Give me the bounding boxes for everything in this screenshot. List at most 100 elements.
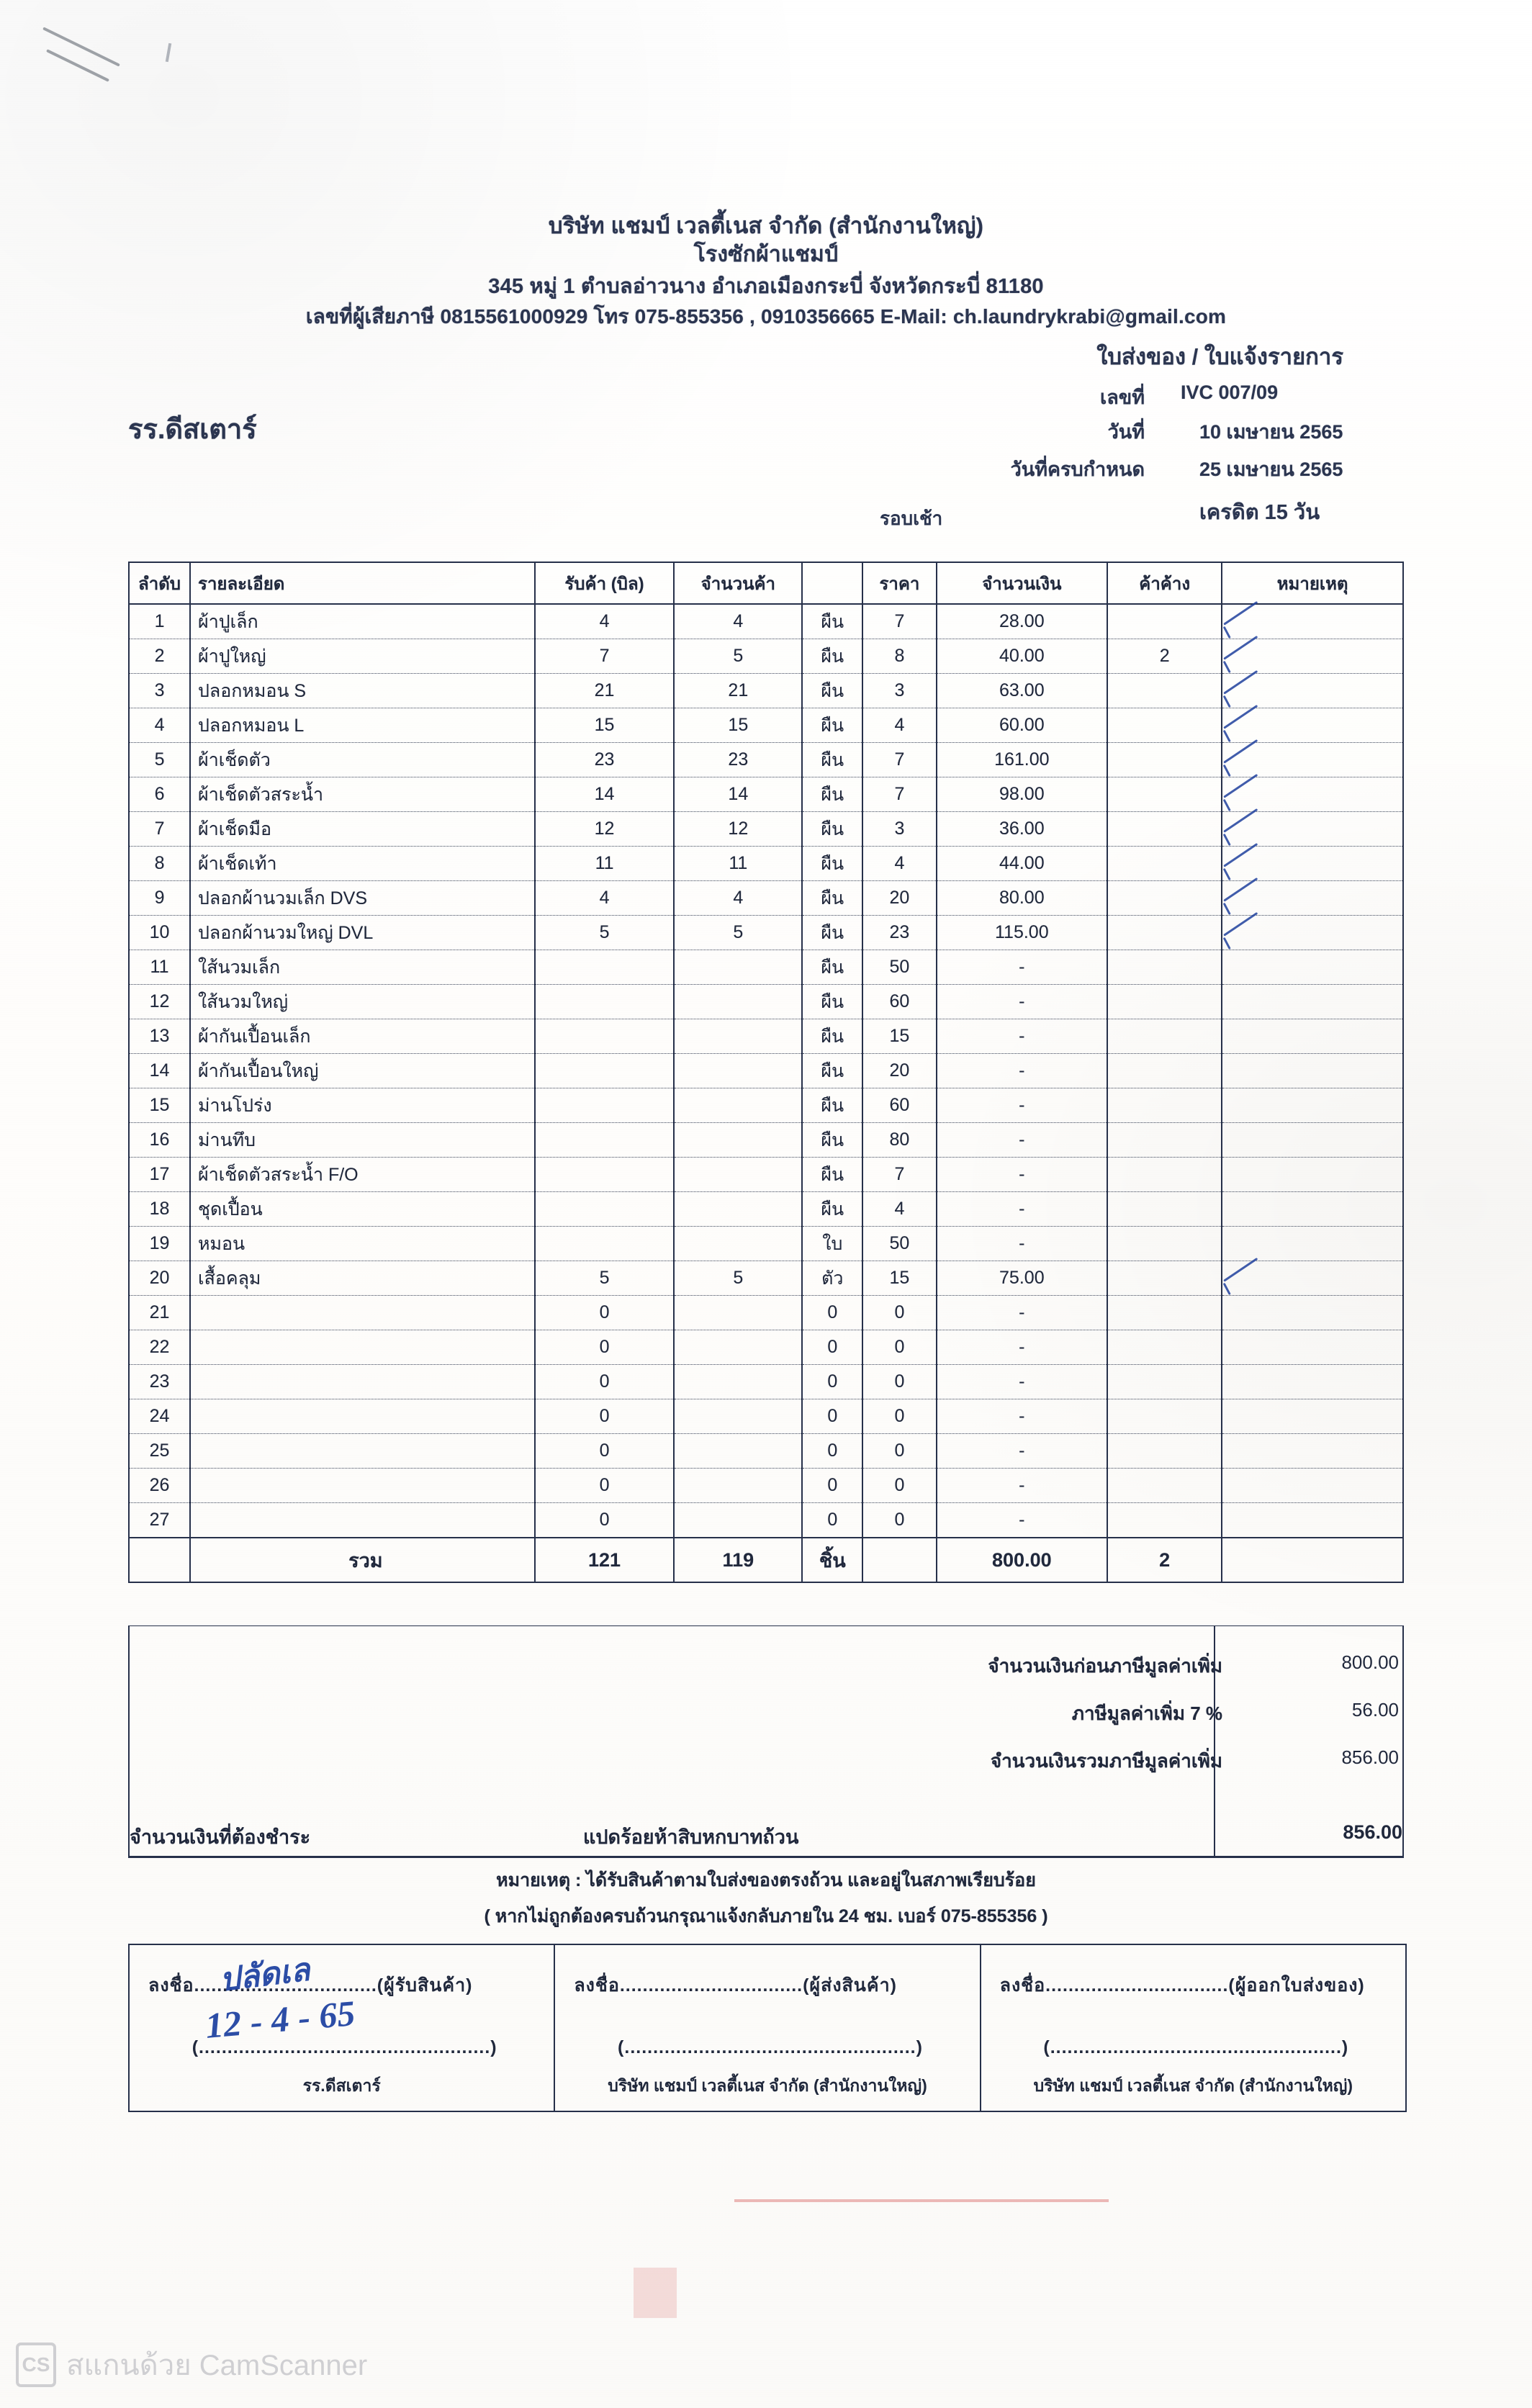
cell-unit: ผืน xyxy=(801,880,864,916)
cell-no: 14 xyxy=(127,1053,192,1088)
cell-recv: 23 xyxy=(533,742,675,777)
cell-recv xyxy=(533,1226,675,1261)
invoice-date-value: 10 เมษายน 2565 xyxy=(1199,421,1343,443)
cell-amount: - xyxy=(935,1088,1109,1123)
cell-note xyxy=(1221,1226,1404,1261)
scan-artifact-smudge xyxy=(634,2268,677,2318)
cell-desc: ปลอกหมอน L xyxy=(189,708,536,743)
cell-desc: ผ้าปูใหญ่ xyxy=(189,639,536,674)
cell-desc: ใส้นวมเล็ก xyxy=(189,950,536,985)
cell-desc: ม่านทึบ xyxy=(189,1122,536,1158)
cell-qty xyxy=(673,1330,803,1365)
company-contact: เลขที่ผู้เสียภาษี 0815561000929 โทร 075-… xyxy=(305,305,1227,328)
cell-price: 0 xyxy=(862,1364,937,1399)
cell-recv: 0 xyxy=(533,1330,675,1365)
cell-recv: 4 xyxy=(533,880,675,916)
cell-recv xyxy=(533,1191,675,1227)
cell-amount: 98.00 xyxy=(935,777,1109,812)
signature-cell-sender[interactable]: ลงชื่อ................................(ผ… xyxy=(555,1945,981,2111)
table-row: 23 0 0 0- xyxy=(127,1364,1404,1399)
cell-qty xyxy=(673,950,803,985)
signature-cell-issuer[interactable]: ลงชื่อ................................(ผ… xyxy=(981,1945,1405,2111)
cell-no: 16 xyxy=(127,1122,192,1158)
total-unit: ชิ้น xyxy=(801,1537,864,1583)
cell-qty xyxy=(673,984,803,1019)
camscanner-text: สแกนด้วย CamScanner xyxy=(66,2350,368,2381)
table-row: 24 0 0 0- xyxy=(127,1399,1404,1434)
cell-qty: 21 xyxy=(673,673,803,708)
table-row: 8 ผ้าเช็ดเท้า 11 11 ผืน 4 44.00 xyxy=(127,846,1404,881)
cell-price: 60 xyxy=(862,1088,937,1123)
cell-owe xyxy=(1107,1019,1223,1054)
cell-desc xyxy=(189,1364,536,1399)
cell-qty: 12 xyxy=(673,811,803,847)
cell-price: 7 xyxy=(862,1157,937,1192)
cell-no: 26 xyxy=(127,1468,192,1503)
cell-unit: ผืน xyxy=(801,777,864,812)
table-total-row: รวม 121 119 ชิ้น 800.00 2 xyxy=(127,1537,1404,1583)
cell-qty: 14 xyxy=(673,777,803,812)
signature-org-issuer: บริษัท แชมป์ เวลตี้เนส จำกัด (สำนักงานให… xyxy=(1033,2076,1353,2095)
cell-owe xyxy=(1107,1053,1223,1088)
total-amount: 800.00 xyxy=(935,1537,1109,1583)
cell-no: 27 xyxy=(127,1502,192,1538)
cell-amount: - xyxy=(935,950,1109,985)
cell-price: 60 xyxy=(862,984,937,1019)
cell-note xyxy=(1221,1261,1404,1296)
signature-block: ลงชื่อ................................(ผ… xyxy=(128,1944,1407,2112)
cell-qty: 11 xyxy=(673,846,803,881)
cell-desc: ผ้ากันเปื้อนใหญ่ xyxy=(189,1053,536,1088)
table-row: 13 ผ้ากันเปื้อนเล็ก ผืน 15- xyxy=(127,1019,1404,1054)
cell-no: 1 xyxy=(127,603,192,639)
cell-owe xyxy=(1107,777,1223,812)
payable-label: จำนวนเงินที่ต้องชำระ xyxy=(130,1826,311,1848)
cell-amount: - xyxy=(935,984,1109,1019)
total-recv: 121 xyxy=(533,1537,675,1583)
cell-owe xyxy=(1107,673,1223,708)
cell-amount: 80.00 xyxy=(935,880,1109,916)
cell-recv xyxy=(533,1157,675,1192)
note-line-2: ( หากไม่ถูกต้องครบถ้วนกรุณาแจ้งกลับภายใน… xyxy=(484,1906,1048,1926)
signature-line-receiver: ลงชื่อ................................(ผ… xyxy=(148,1975,473,1996)
invoice-date-label: วันที่ xyxy=(1107,421,1145,443)
staple-mark-secondary-icon xyxy=(165,42,172,63)
grand-total-label: จำนวนเงินรวมภาษีมูลค่าเพิ่ม xyxy=(990,1750,1222,1772)
scan-artifact-line xyxy=(734,2199,1109,2202)
col-header-amount: จำนวนเงิน xyxy=(935,562,1109,605)
cell-recv: 15 xyxy=(533,708,675,743)
cell-recv: 5 xyxy=(533,915,675,950)
total-qty: 119 xyxy=(673,1537,803,1583)
cell-owe xyxy=(1107,1226,1223,1261)
cell-no: 20 xyxy=(127,1261,192,1296)
cell-no: 25 xyxy=(127,1433,192,1469)
cell-amount: - xyxy=(935,1468,1109,1503)
cell-desc: ปลอกผ้านวมใหญ่ DVL xyxy=(189,915,536,950)
staple-mark-icon xyxy=(36,27,144,97)
cell-qty xyxy=(673,1433,803,1469)
cell-owe xyxy=(1107,708,1223,743)
table-row: 25 0 0 0- xyxy=(127,1433,1404,1469)
cell-owe xyxy=(1107,811,1223,847)
cell-amount: - xyxy=(935,1191,1109,1227)
cell-desc xyxy=(189,1468,536,1503)
cell-unit: ผืน xyxy=(801,846,864,881)
cell-qty xyxy=(673,1295,803,1330)
total-price xyxy=(862,1537,937,1583)
cell-price: 0 xyxy=(862,1330,937,1365)
cell-note xyxy=(1221,1364,1404,1399)
grand-total-value: 856.00 xyxy=(1341,1746,1399,1768)
cell-note xyxy=(1221,811,1404,847)
cell-note xyxy=(1221,639,1404,674)
cell-qty xyxy=(673,1399,803,1434)
cell-note xyxy=(1221,1399,1404,1434)
cell-owe xyxy=(1107,984,1223,1019)
signature-paren-sender: (.......................................… xyxy=(618,2037,923,2057)
cell-recv xyxy=(533,1122,675,1158)
cell-note xyxy=(1221,1295,1404,1330)
summary-bottom-rule xyxy=(128,1856,1404,1858)
delivery-round-tag: รอบเช้า xyxy=(880,508,943,529)
cell-desc: ผ้าเช็ดตัวสระน้ำ xyxy=(189,777,536,812)
signature-cell-receiver[interactable]: ลงชื่อ................................(ผ… xyxy=(130,1945,556,2111)
cell-note xyxy=(1221,1191,1404,1227)
cell-no: 13 xyxy=(127,1019,192,1054)
